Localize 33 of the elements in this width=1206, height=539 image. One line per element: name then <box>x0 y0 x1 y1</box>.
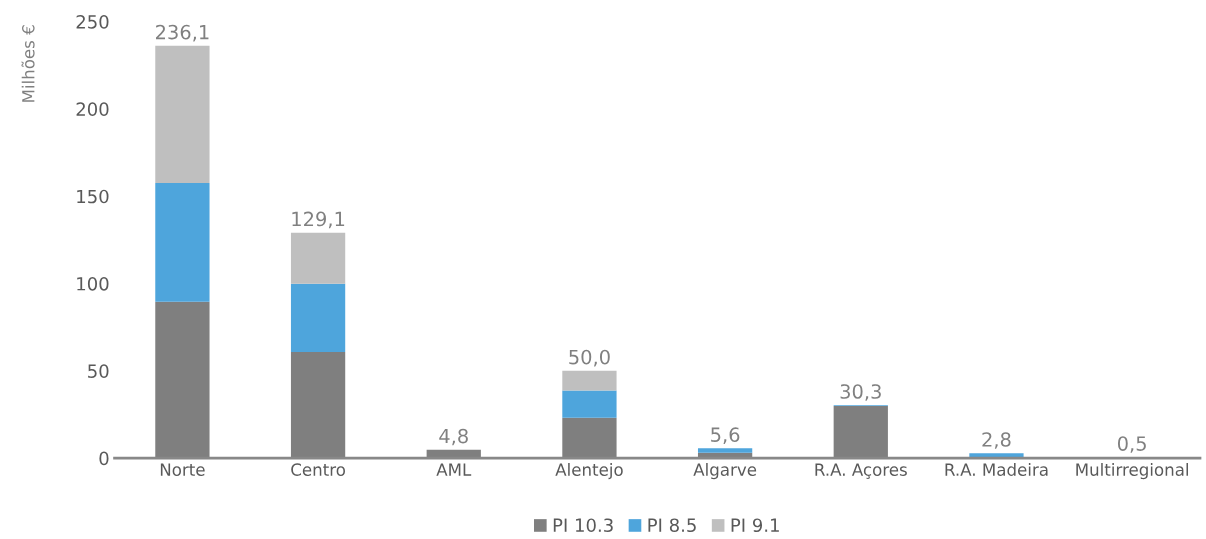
bar <box>290 283 346 352</box>
y-tick-label: 200 <box>76 102 109 116</box>
x-tick-label: AML <box>436 463 472 476</box>
total-label: 4,8 <box>439 428 468 446</box>
y-tick-label: 0 <box>99 451 109 466</box>
legend-label: PI 8.5 <box>648 518 696 533</box>
total-label: 30,3 <box>840 384 881 401</box>
x-tick-label: Multirregional <box>1076 463 1188 480</box>
x-tick-label: R.A. Açores <box>815 463 907 479</box>
y-tick-label: 100 <box>77 276 109 291</box>
x-tick-label: Norte <box>160 463 205 476</box>
total-label: 5,6 <box>711 427 740 444</box>
legend-label: PI 9.1 <box>731 518 779 533</box>
y-axis-title: Milhões € <box>21 25 35 102</box>
total-label: 50,0 <box>569 349 610 367</box>
x-tick-label: R.A. Madeira <box>945 463 1048 476</box>
legend-label: PI 10.3 <box>553 518 613 533</box>
total-label: 2,8 <box>982 432 1011 449</box>
bar <box>697 448 753 453</box>
y-tick-label: 150 <box>77 189 109 204</box>
total-label: 129,1 <box>292 211 345 229</box>
x-tick-label: Alentejo <box>555 463 623 480</box>
bar <box>155 182 210 302</box>
bar <box>562 370 617 391</box>
x-tick-label: Centro <box>291 463 345 476</box>
bar <box>290 232 346 284</box>
x-tick-label: Algarve <box>693 463 757 480</box>
bar <box>562 390 617 418</box>
total-label: 236,1 <box>156 24 209 42</box>
bar <box>155 45 210 183</box>
y-tick-label: 50 <box>88 364 109 378</box>
total-label: 0,5 <box>1117 436 1146 453</box>
y-tick-label: 250 <box>76 15 109 29</box>
